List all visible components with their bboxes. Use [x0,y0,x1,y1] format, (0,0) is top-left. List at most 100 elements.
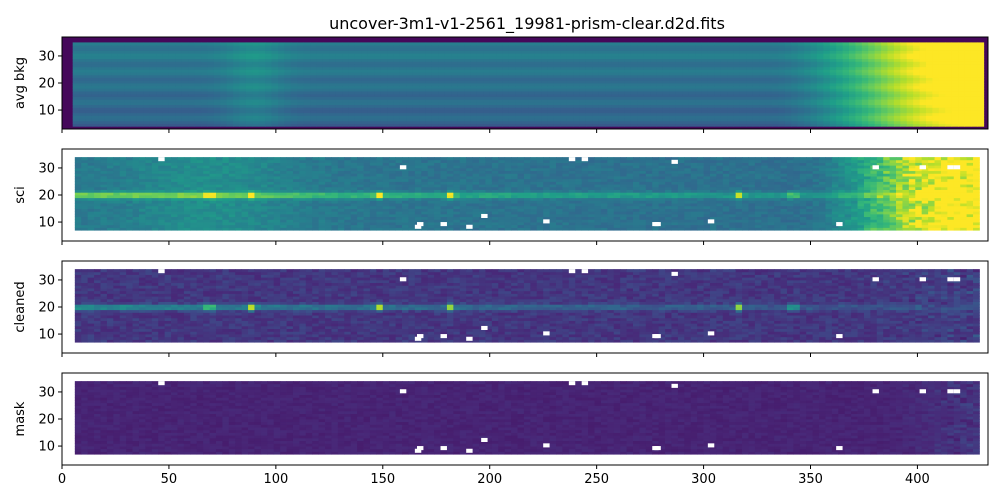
heatmap-cell [151,205,159,209]
heatmap-cell [175,110,183,114]
heatmap-cell [861,58,869,62]
heatmap-cell [271,66,279,70]
heatmap-cell [94,165,101,169]
heatmap-cell [74,205,82,209]
heatmap-cell [560,123,568,127]
heatmap-cell [233,96,240,100]
heatmap-cell [560,58,568,62]
heatmap-cell [695,115,702,119]
heatmap-cell [113,186,121,190]
heatmap-cell [688,123,696,127]
heatmap-cell [765,69,773,73]
heatmap-cell [483,104,491,108]
heatmap-cell [164,200,172,204]
heatmap-cell [181,96,189,100]
heatmap-cell [220,77,228,81]
heatmap-cell [650,47,657,51]
heatmap-cell [836,107,843,111]
heatmap-cell [476,53,484,57]
heatmap-cell [534,61,542,65]
heatmap-cell [707,69,715,73]
heatmap-cell [194,96,202,100]
heatmap-cell [919,69,927,73]
heatmap-cell [136,91,144,95]
heatmap-cell [919,101,927,106]
heatmap-cell [932,101,940,106]
heatmap-cell [945,50,953,54]
heatmap-cell [662,123,670,127]
heatmap-cell [297,99,305,103]
heatmap-cell [682,104,689,108]
heatmap-cell [412,99,420,103]
heatmap-cell [94,162,101,166]
heatmap-cell [322,72,330,76]
heatmap-cell [630,50,638,54]
heatmap-cell [977,107,985,111]
heatmap-cell [893,61,901,65]
heatmap-cell [630,118,638,122]
heatmap-cell [476,55,484,60]
heatmap-cell [816,101,824,106]
heatmap-cell [656,91,664,95]
heatmap-cell [367,99,375,103]
heatmap-cell [714,64,722,68]
heatmap-cell [322,115,330,119]
heatmap-cell [970,96,978,100]
heatmap-cell [297,74,305,78]
heatmap-cell [387,69,394,73]
heatmap-cell [727,123,734,127]
heatmap-cell [765,104,773,108]
heatmap-cell [220,61,228,65]
heatmap-cell [727,80,734,84]
heatmap-cell [573,120,580,124]
heatmap-cell [932,45,940,49]
heatmap-cell [100,224,108,228]
heatmap-cell [451,45,459,49]
heatmap-cell [579,58,587,62]
heatmap-cell [239,96,247,100]
heatmap-cell [297,66,305,70]
heatmap-cell [87,170,95,174]
heatmap-cell [72,115,80,119]
heatmap-cell [624,77,632,81]
heatmap-cell [203,216,210,220]
heatmap-cell [412,93,420,97]
heatmap-cell [367,64,375,68]
heatmap-cell [374,115,382,119]
heatmap-cell [534,101,542,106]
heatmap-cell [91,74,99,78]
heatmap-cell [669,53,677,57]
heatmap-cell [149,50,157,54]
heatmap-cell [714,42,722,46]
heatmap-cell [618,53,625,57]
heatmap-cell [164,181,172,185]
heatmap-cell [194,61,202,65]
heatmap-cell [354,69,362,73]
heatmap-cell [528,99,536,103]
heatmap-cell [361,88,369,92]
heatmap-cell [675,88,683,92]
heatmap-cell [848,112,856,116]
heatmap-cell [804,47,811,51]
heatmap-cell [220,42,228,46]
heatmap-cell [265,83,272,87]
heatmap-cell [772,72,779,76]
heatmap-cell [303,115,311,119]
heatmap-cell [104,112,112,116]
heatmap-cell [183,181,191,185]
heatmap-cell [387,61,394,65]
heatmap-cell [278,107,285,111]
heatmap-cell [932,91,940,95]
heatmap-cell [573,61,580,65]
heatmap-cell [213,47,221,51]
heatmap-cell [836,72,843,76]
heatmap-cell [177,162,185,166]
heatmap-cell [245,107,253,111]
heatmap-cell [171,176,178,180]
heatmap-cell [823,50,831,54]
heatmap-cell [970,123,978,127]
heatmap-cell [177,157,185,161]
heatmap-cell [74,222,82,226]
heatmap-cell [181,69,189,73]
heatmap-cell [425,112,433,116]
